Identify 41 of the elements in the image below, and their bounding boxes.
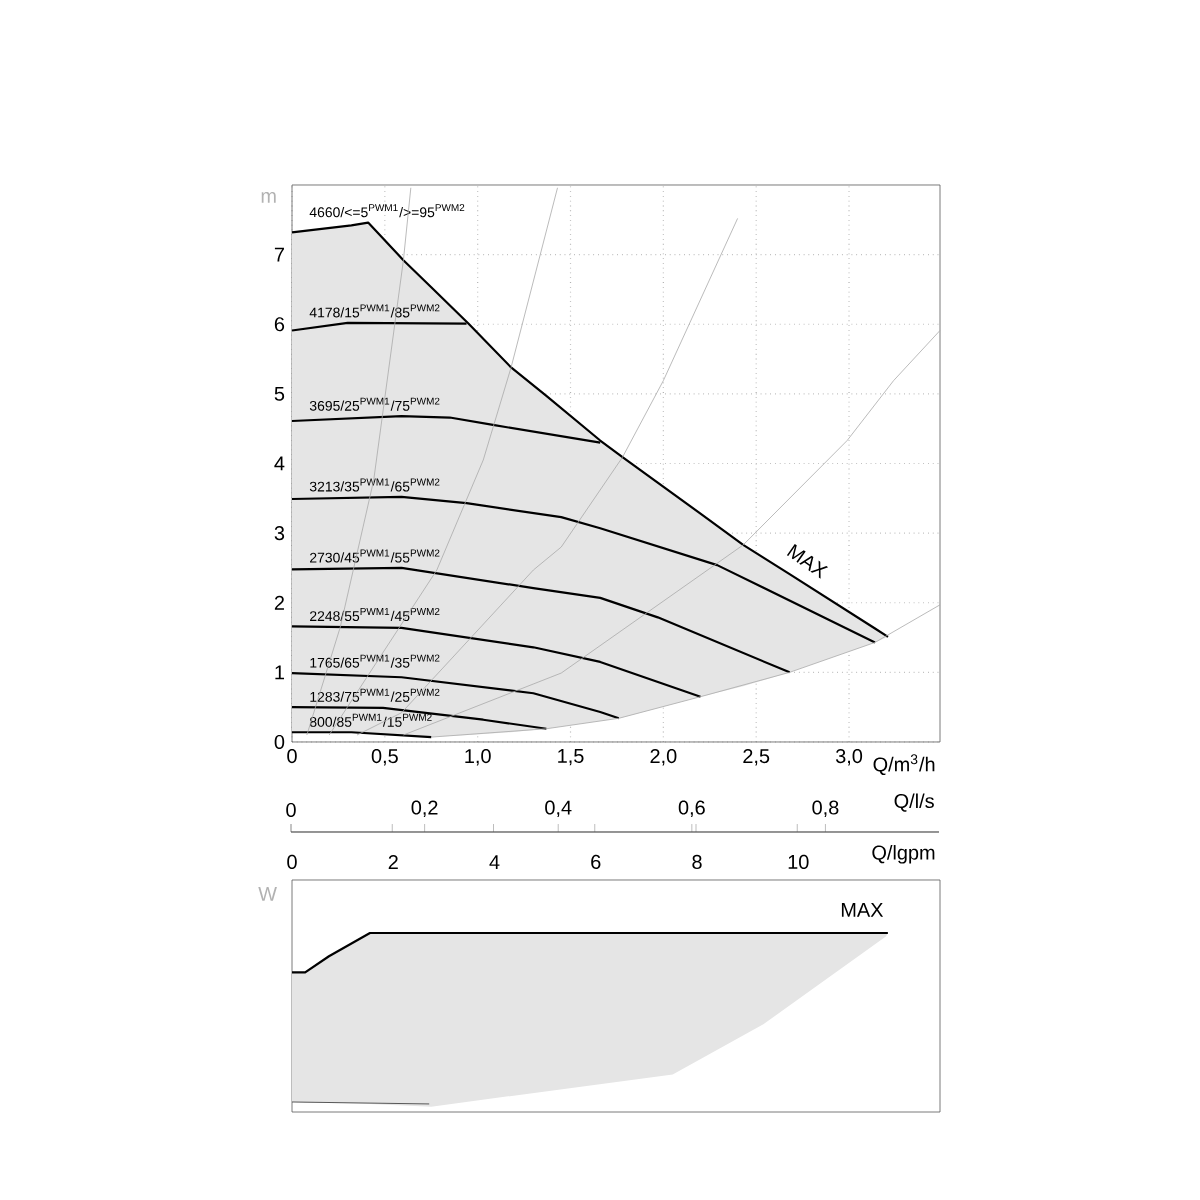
x-tick-label: 0 xyxy=(287,854,297,869)
y-tick-label: 7 xyxy=(274,247,284,262)
series-label: 1283/75$^{PWM1}$/25$^{PWM2}$ xyxy=(310,688,440,702)
x2-tick-label: 0,2 xyxy=(411,800,438,817)
x2-tick-label: 0,8 xyxy=(812,800,839,817)
series-label: 1765/65$^{PWM1}$/35$^{PWM2}$ xyxy=(310,654,440,668)
x-tick-label: 1,5 xyxy=(558,749,584,766)
x-axis-title: Q/m$^{3}$/h xyxy=(873,754,935,776)
series-label: 3213/35$^{PWM1}$/65$^{PWM2}$ xyxy=(309,478,440,492)
y-axis-title: W xyxy=(258,887,277,901)
x-tick-label: 0,5 xyxy=(371,749,398,766)
x-tick-label: 10 xyxy=(788,854,809,869)
series-label: MAX xyxy=(841,902,884,917)
series-label: 4178/15$^{PWM1}$/85$^{PWM2}$ xyxy=(309,304,440,318)
y-tick-label: 4 xyxy=(274,456,285,471)
x2-tick-label: 0 xyxy=(286,802,296,817)
x-tick-label: 6 xyxy=(591,854,601,869)
x-tick-label: 0 xyxy=(287,749,297,764)
x2-tick-label: 0,6 xyxy=(678,800,705,817)
x-tick-label: 1,0 xyxy=(465,749,491,766)
series-label: 2730/45$^{PWM1}$/55$^{PWM2}$ xyxy=(310,549,440,563)
y-tick-label: 5 xyxy=(274,386,285,401)
x-tick-label: 2,5 xyxy=(743,749,770,766)
y-tick-label: 6 xyxy=(274,317,285,332)
series-label: 4660/<=5$^{PWM1}$/>=95$^{PWM2}$ xyxy=(309,204,465,218)
x2-tick-label: 0,4 xyxy=(545,800,572,817)
x-tick-label: 2 xyxy=(388,855,398,869)
x-axis-title: Q/lgpm xyxy=(872,845,935,864)
x-tick-label: 8 xyxy=(692,854,702,869)
series-label: 800/85$^{PWM1}$/15$^{PWM2}$ xyxy=(309,713,432,727)
x-tick-label: 4 xyxy=(489,855,500,869)
series-label: 2248/55$^{PWM1}$/45$^{PWM2}$ xyxy=(310,607,440,622)
x-tick-label: 3,0 xyxy=(835,749,863,766)
y-tick-label: 3 xyxy=(274,526,285,541)
y-tick-label: 2 xyxy=(274,595,284,610)
series-label: 3695/25$^{PWM1}$/75$^{PWM2}$ xyxy=(309,397,440,411)
y-tick-label: 1 xyxy=(275,665,285,680)
x2-axis-title: Q/l/s xyxy=(894,793,934,812)
x-tick-label: 2,0 xyxy=(650,749,677,766)
y-axis-title: m xyxy=(261,192,276,203)
y-tick-label: 0 xyxy=(274,734,285,750)
